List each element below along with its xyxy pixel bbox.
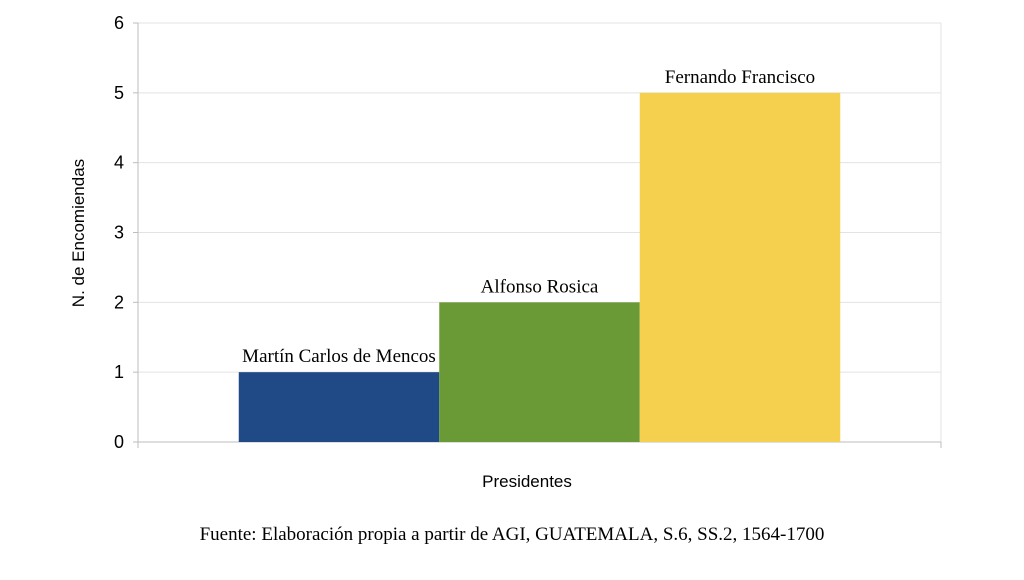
y-tick-label: 6 xyxy=(114,13,124,33)
y-tick-label: 3 xyxy=(114,223,124,243)
bar xyxy=(238,372,440,442)
y-tick-label: 0 xyxy=(114,432,124,452)
bar-label: Martín Carlos de Mencos xyxy=(242,346,436,367)
y-tick-label: 4 xyxy=(114,153,124,173)
x-axis-title: Presidentes xyxy=(482,472,572,491)
bar xyxy=(439,302,640,442)
y-tick-label: 5 xyxy=(114,83,124,103)
bar-chart: 0 1 2 3 4 5 6 Martín Carlos de Mencos Alfonso R… xyxy=(69,13,942,491)
y-tick-label: 2 xyxy=(114,292,124,312)
bar-label: Fernando Francisco xyxy=(665,67,815,88)
y-tick-labels: 0 1 2 3 4 5 6 xyxy=(114,13,124,452)
source-note: Fuente: Elaboración propia a partir de A… xyxy=(199,524,825,545)
y-axis-title: N. de Encomiendas xyxy=(69,159,88,307)
bars xyxy=(238,92,841,442)
bar-labels: Martín Carlos de Mencos Alfonso Rosica Fer… xyxy=(242,67,815,367)
y-tick-label: 1 xyxy=(114,362,124,382)
bar xyxy=(639,92,841,442)
bar-label: Alfonso Rosica xyxy=(481,276,599,297)
